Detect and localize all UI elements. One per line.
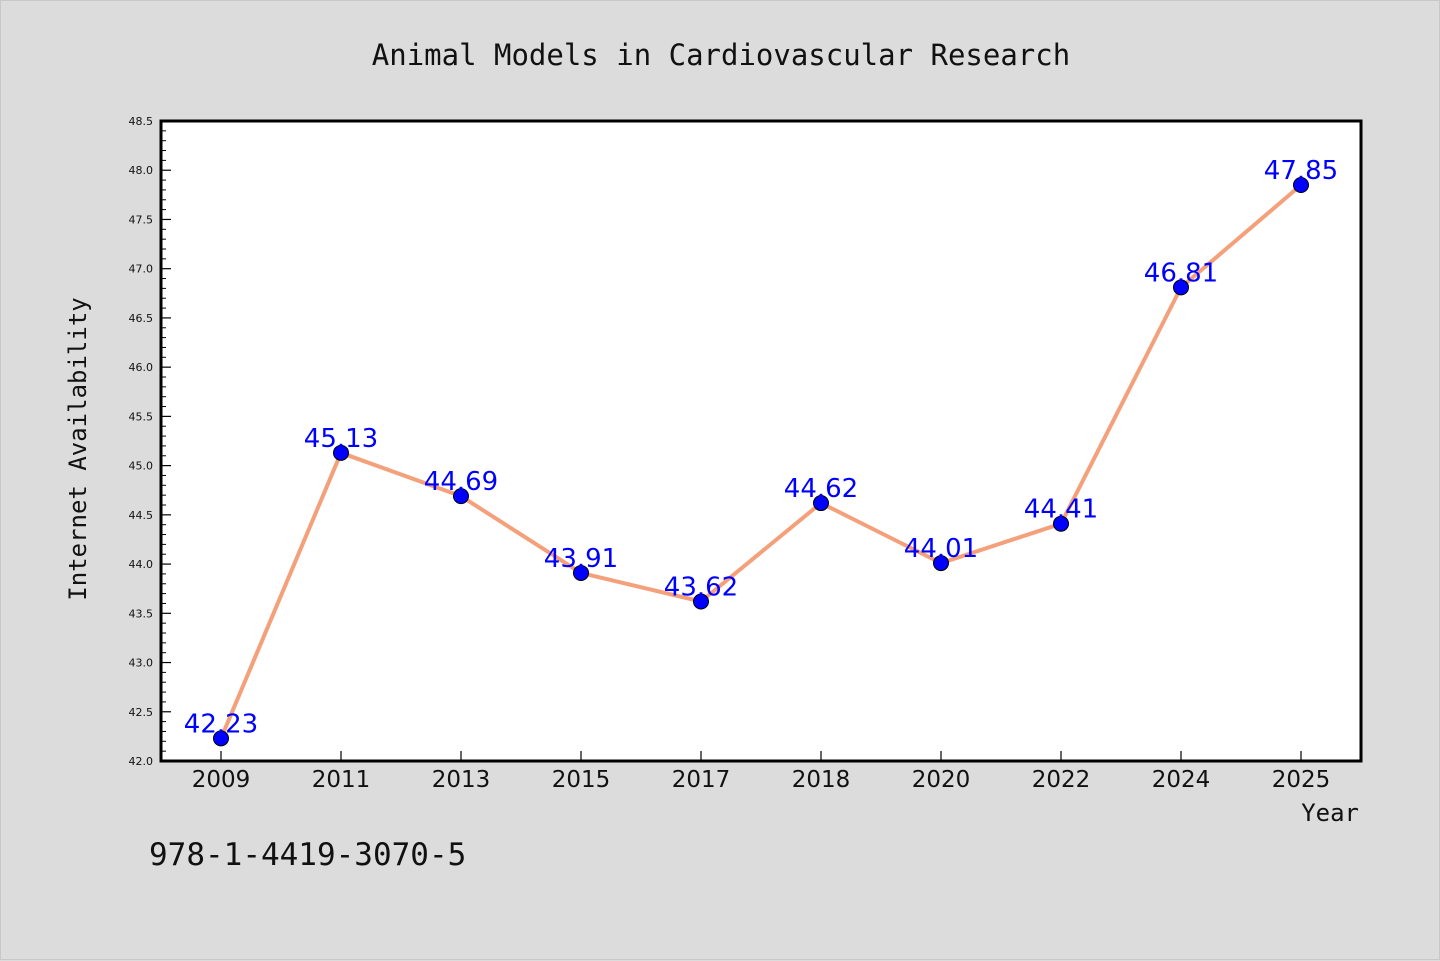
data-label: 43.62 (664, 572, 738, 602)
y-tick-label: 46.5 (129, 312, 154, 325)
data-series: 42.23 45.13 44.69 43.91 43.62 44.62 44.01 44.41… (184, 156, 1338, 747)
data-point (693, 593, 709, 610)
y-tick-label: 44.5 (129, 509, 154, 522)
x-tick-label: 2009 (192, 767, 251, 793)
y-tick-label: 45.5 (129, 410, 154, 423)
y-tick-label: 48.0 (129, 164, 154, 177)
data-label: 44.01 (904, 534, 978, 564)
data-point (453, 488, 469, 505)
data-label: 44.62 (784, 474, 858, 504)
data-label: 45.13 (304, 424, 378, 454)
y-tick-label: 45.0 (129, 460, 154, 473)
data-point (213, 730, 229, 747)
y-tick-label: 44.0 (129, 558, 154, 571)
x-tick-label: 2018 (792, 767, 851, 793)
plot-area (159, 119, 1363, 763)
data-point (1173, 279, 1189, 296)
x-tick-label: 2017 (672, 767, 731, 793)
data-point (1293, 177, 1309, 193)
x-tick-label: 2013 (432, 767, 491, 793)
y-axis-label: Internet Availability (64, 297, 92, 600)
y-tick-label: 42.0 (129, 755, 154, 768)
x-tick-label: 2024 (1152, 767, 1211, 793)
y-tick-label: 47.0 (129, 263, 154, 276)
x-tick-label: 2011 (312, 767, 371, 793)
x-tick-label: 2022 (1032, 767, 1091, 793)
data-point (333, 444, 349, 461)
data-point (813, 495, 829, 512)
data-point (1053, 515, 1069, 532)
data-point (573, 564, 589, 581)
y-tick-label: 46.0 (129, 361, 154, 374)
x-tick-label: 2015 (552, 767, 611, 793)
y-axis: 42.0 42.5 43.0 43.5 44.0 44.5 45.0 45.5 46.0 46.5… (129, 115, 171, 768)
y-tick-label: 43.0 (129, 657, 154, 670)
x-axis: 2009 2011 2013 2015 2017 2018 2020 2022 2024 2025 (192, 751, 1331, 793)
x-axis-label: Year (1301, 799, 1359, 827)
series-line (219, 183, 1303, 740)
x-tick-label: 2020 (912, 767, 971, 793)
y-tick-label: 43.5 (129, 607, 154, 620)
data-label: 46.81 (1144, 258, 1218, 288)
y-tick-label: 48.5 (129, 115, 154, 128)
data-label: 42.23 (184, 709, 258, 739)
isbn-text: 978-1-4419-3070-5 (149, 837, 466, 873)
y-tick-label: 42.5 (129, 706, 154, 719)
data-label: 44.69 (424, 467, 498, 497)
y-tick-label: 47.5 (129, 213, 154, 226)
data-label: 47.85 (1264, 156, 1338, 186)
chart-title: Animal Models in Cardiovascular Research (372, 38, 1070, 72)
x-tick-label: 2025 (1272, 767, 1331, 793)
data-label: 44.41 (1024, 495, 1098, 525)
data-label: 43.91 (544, 544, 618, 574)
data-point (933, 555, 949, 572)
